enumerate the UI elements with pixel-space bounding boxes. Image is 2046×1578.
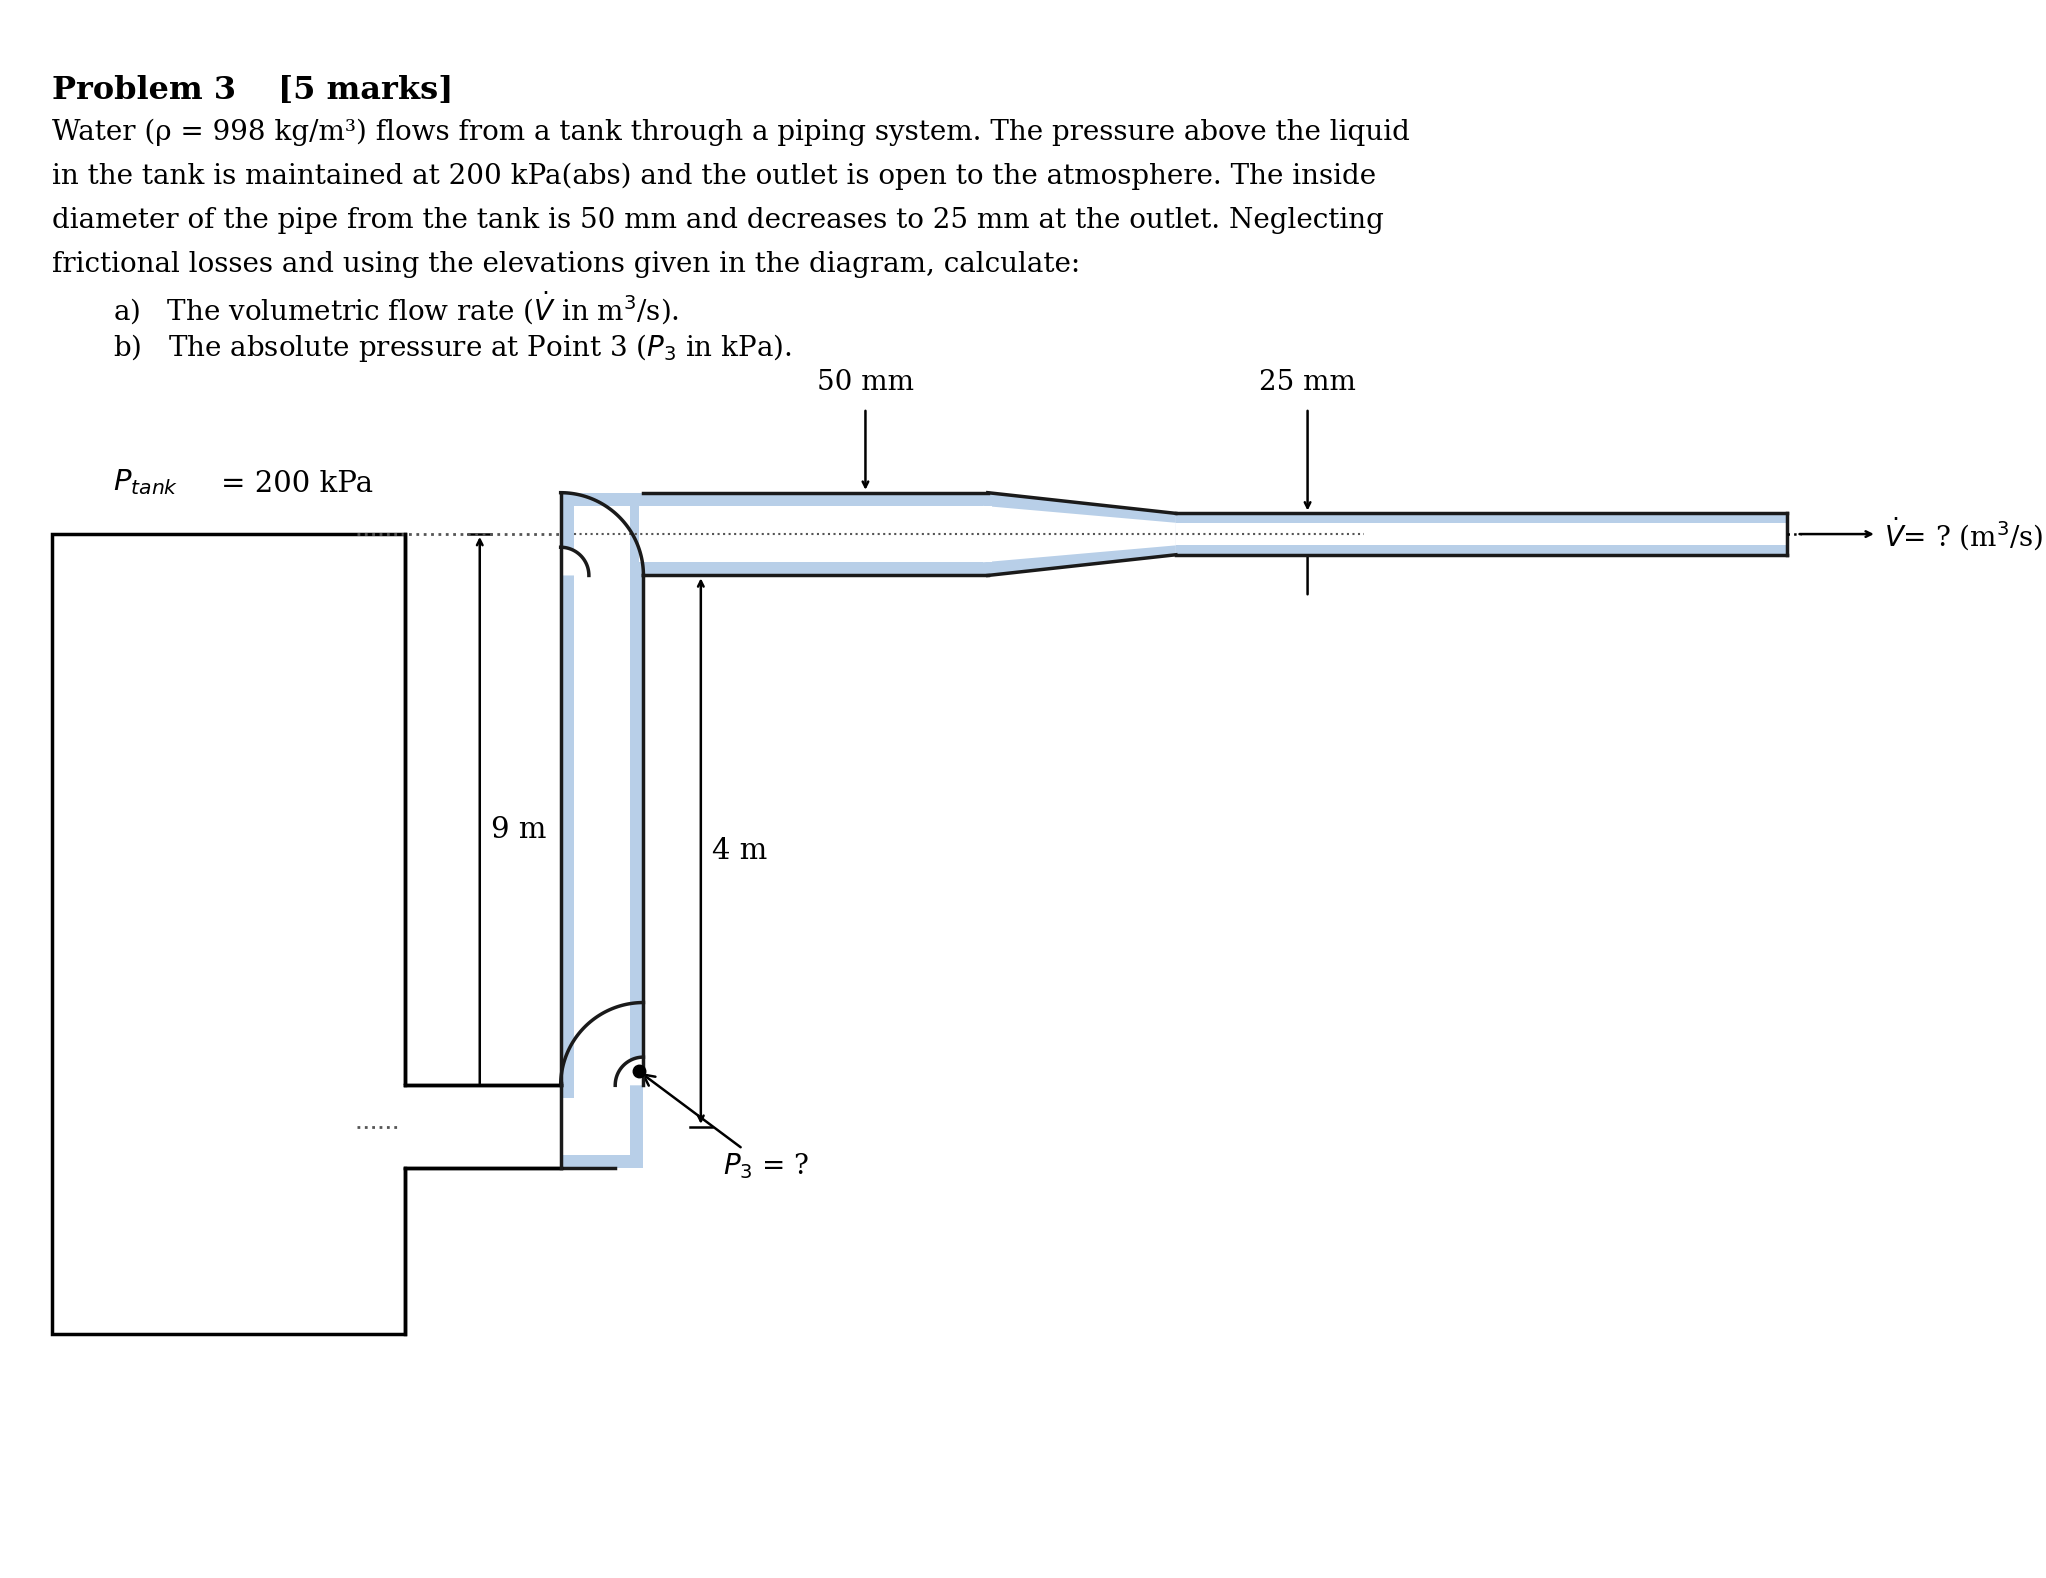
Text: $\dot{V}$= ? (m$^3$/s): $\dot{V}$= ? (m$^3$/s) — [1884, 516, 2044, 552]
Bar — [561, 492, 642, 576]
Bar — [51, 533, 405, 1333]
Wedge shape — [616, 1057, 642, 1086]
Text: diameter of the pipe from the tank is 50 mm and decreases to 25 mm at the outlet: diameter of the pipe from the tank is 50… — [51, 207, 1383, 234]
Text: in the tank is maintained at 200 kPa(abs) and the outlet is open to the atmosphe: in the tank is maintained at 200 kPa(abs… — [51, 163, 1375, 189]
Bar — [1176, 522, 1788, 546]
Text: 4 m: 4 m — [712, 836, 767, 865]
Text: 50 mm: 50 mm — [816, 369, 915, 396]
Bar — [642, 492, 988, 576]
Text: [5 marks]: [5 marks] — [278, 76, 452, 106]
Bar — [573, 562, 630, 1098]
Bar — [399, 1098, 630, 1155]
Wedge shape — [561, 548, 589, 576]
Bar — [561, 576, 642, 1086]
Bar — [53, 609, 403, 1332]
Text: = 200 kPa: = 200 kPa — [221, 470, 372, 499]
Bar — [573, 507, 630, 562]
Text: Water (ρ = 998 kg/m³) flows from a tank through a piping system. The pressure ab: Water (ρ = 998 kg/m³) flows from a tank … — [51, 118, 1410, 145]
Text: b)   The absolute pressure at Point 3 ($P_3$ in kPa).: b) The absolute pressure at Point 3 ($P_… — [113, 331, 792, 365]
Bar — [1176, 513, 1788, 555]
Text: 9 m: 9 m — [491, 816, 546, 844]
Polygon shape — [982, 507, 1176, 562]
Bar — [403, 1086, 563, 1168]
Text: frictional losses and using the elevations given in the diagram, calculate:: frictional losses and using the elevatio… — [51, 251, 1080, 278]
Bar — [561, 1086, 642, 1168]
Text: Problem 3: Problem 3 — [51, 76, 235, 106]
Text: a)   The volumetric flow rate ($\dot{V}$ in m$^3$/s).: a) The volumetric flow rate ($\dot{V}$ i… — [113, 289, 679, 327]
Polygon shape — [988, 492, 1176, 576]
Wedge shape — [561, 492, 642, 576]
Bar — [405, 1086, 642, 1168]
Text: $P_{tank}$: $P_{tank}$ — [113, 467, 178, 497]
Text: $P_3$ = ?: $P_3$ = ? — [642, 1075, 810, 1182]
Wedge shape — [561, 1002, 642, 1086]
Bar — [638, 507, 992, 562]
Text: 25 mm: 25 mm — [1258, 369, 1356, 396]
